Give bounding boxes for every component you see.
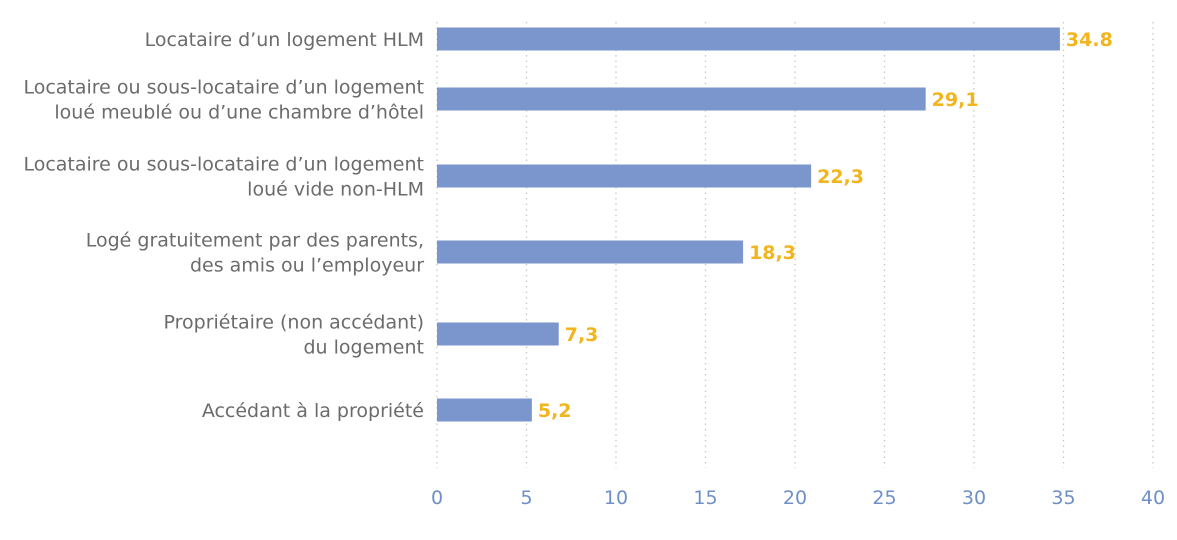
x-tick-label: 25 (872, 487, 896, 509)
x-tick-label: 20 (783, 487, 807, 509)
category-label: Locataire ou sous-locataire d’un logemen… (23, 77, 424, 124)
category-label-line: loué meublé ou d’une chambre d’hôtel (54, 102, 424, 124)
category-label: Locataire d’un logement HLM (145, 29, 424, 51)
category-label-line: du logement (304, 337, 425, 359)
value-labels: 34.8 29,1 22,3 18,3 7,3 5,2 (538, 29, 1113, 422)
category-label: Propriétaire (non accédant) du logement (164, 312, 424, 359)
category-label-line: Locataire ou sous-locataire d’un logemen… (23, 77, 424, 99)
category-label: Logé gratuitement par des parents, des am… (86, 230, 424, 277)
bar (437, 87, 926, 111)
bar-value-label: 18,3 (749, 242, 796, 264)
x-tick-label: 5 (520, 487, 532, 509)
bar (437, 27, 1060, 51)
bar (437, 164, 812, 188)
category-label-line: Accédant à la propriété (202, 400, 424, 422)
category-label: Locataire ou sous-locataire d’un logemen… (23, 154, 424, 201)
category-label-line: Logé gratuitement par des parents, (86, 230, 424, 252)
x-tick-label: 10 (604, 487, 628, 509)
bar-value-label: 29,1 (932, 89, 979, 111)
bar-value-label: 34.8 (1066, 29, 1113, 51)
x-tick-label: 30 (962, 487, 986, 509)
bars (437, 27, 1060, 422)
x-tick-label: 35 (1051, 487, 1075, 509)
category-label-line: des amis ou l’employeur (190, 255, 424, 277)
bar (437, 398, 532, 422)
bar (437, 322, 559, 346)
bar (437, 240, 744, 264)
x-tick-label: 0 (431, 487, 443, 509)
category-label-line: Propriétaire (non accédant) (164, 312, 424, 334)
category-label-line: Locataire d’un logement HLM (145, 29, 424, 51)
category-label-line: loué vide non-HLM (247, 179, 424, 201)
bar-value-label: 5,2 (538, 400, 572, 422)
category-labels: Locataire d’un logement HLM Locataire ou … (23, 29, 424, 422)
category-label: Accédant à la propriété (202, 400, 424, 422)
x-axis-ticks: 0 5 10 15 20 25 30 35 40 (431, 487, 1165, 509)
x-tick-label: 40 (1141, 487, 1165, 509)
x-tick-label: 15 (693, 487, 717, 509)
category-label-line: Locataire ou sous-locataire d’un logemen… (23, 154, 424, 176)
bar-value-label: 22,3 (817, 166, 864, 188)
bar-value-label: 7,3 (565, 324, 599, 346)
